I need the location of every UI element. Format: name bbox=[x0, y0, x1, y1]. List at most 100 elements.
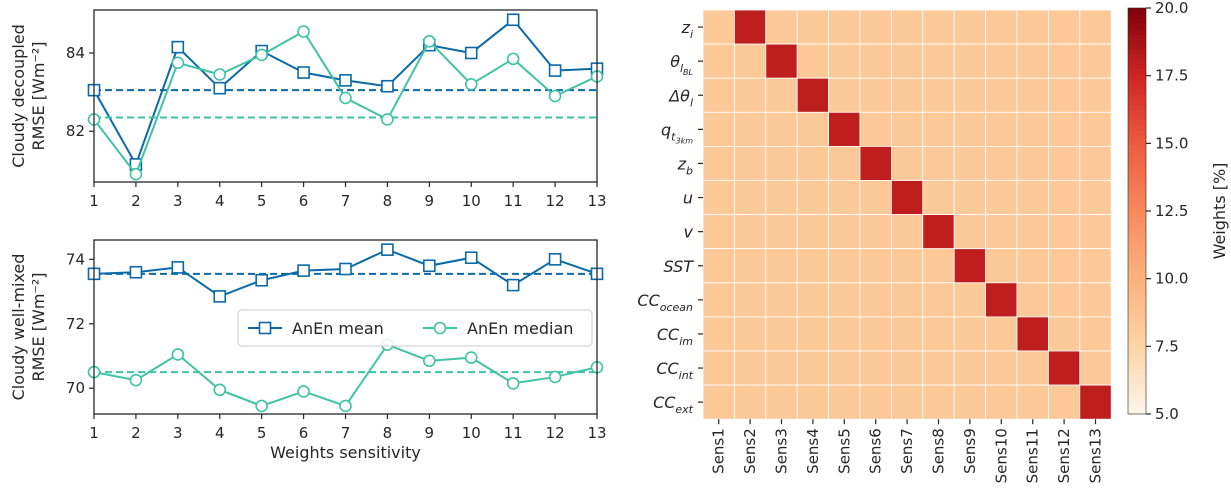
colorbar-segment bbox=[1128, 89, 1146, 95]
colorbar-segment bbox=[1128, 114, 1146, 121]
colorbar-segment bbox=[1128, 373, 1146, 380]
data-point-circle bbox=[255, 48, 268, 62]
colorbar-segment bbox=[1128, 302, 1146, 309]
y-axis-label-line: RMSE [Wm⁻²] bbox=[29, 272, 48, 381]
heatmap-cell bbox=[922, 77, 955, 113]
heatmap-cell bbox=[985, 214, 1018, 250]
heatmap-cell bbox=[828, 282, 861, 318]
x-tick-label: 9 bbox=[425, 192, 435, 210]
x-tick-label: 11 bbox=[504, 192, 523, 210]
heatmap-cell bbox=[1016, 43, 1049, 79]
data-point-square bbox=[339, 262, 352, 276]
col-label: Sens5 bbox=[835, 428, 853, 474]
heatmap-cell bbox=[734, 77, 767, 113]
y-tick-label: 74 bbox=[66, 250, 85, 268]
colorbar-segment bbox=[1128, 195, 1146, 202]
colorbar-segment bbox=[1128, 190, 1146, 197]
heatmap-cell bbox=[702, 316, 735, 352]
row-label: v bbox=[684, 223, 694, 242]
heatmap: ziθlBLΔθlqt3kmzbuvSSTCCoceanCCimCCintCCe… bbox=[637, 9, 1112, 483]
heatmap-cell bbox=[985, 145, 1018, 181]
colorbar-label: Weights [%] bbox=[1210, 163, 1229, 260]
data-point-square bbox=[171, 40, 185, 54]
heatmap-cell bbox=[1048, 180, 1081, 215]
heatmap-cell bbox=[891, 350, 924, 386]
colorbar-segment bbox=[1128, 231, 1146, 237]
row-label: u bbox=[683, 189, 693, 208]
heatmap-cell bbox=[828, 145, 861, 181]
row-label: zb bbox=[677, 154, 693, 177]
heatmap-cell bbox=[922, 9, 955, 45]
colorbar-segment bbox=[1128, 378, 1146, 385]
colorbar-segment bbox=[1128, 251, 1146, 258]
data-point-circle bbox=[423, 34, 436, 48]
x-tick-label: 10 bbox=[462, 424, 481, 442]
row-label-base: CC bbox=[637, 291, 660, 310]
colorbar-segment bbox=[1128, 94, 1146, 100]
colorbar-segment bbox=[1128, 43, 1146, 50]
heatmap-cell bbox=[734, 111, 767, 147]
colorbar-segment bbox=[1128, 28, 1146, 34]
heatmap-cell bbox=[702, 180, 735, 215]
colorbar-segment bbox=[1128, 348, 1146, 354]
heatmap-cell bbox=[1048, 282, 1081, 318]
heatmap-cell bbox=[702, 214, 735, 250]
heatmap-cell bbox=[891, 145, 924, 181]
colorbar-segment bbox=[1128, 211, 1146, 217]
heatmap-cell bbox=[828, 350, 861, 386]
heatmap-cell bbox=[922, 145, 955, 181]
row-label-sub: im bbox=[679, 335, 693, 348]
colorbar-segment bbox=[1128, 134, 1146, 141]
data-point-circle bbox=[171, 56, 185, 70]
heatmap-cell bbox=[702, 350, 735, 386]
row-label-base: z bbox=[681, 18, 691, 37]
heatmap-cell bbox=[702, 111, 735, 147]
heatmap-cell bbox=[859, 248, 892, 284]
heatmap-cell bbox=[953, 111, 987, 147]
heatmap-cell bbox=[953, 9, 987, 45]
heatmap-cell bbox=[734, 9, 767, 45]
heatmap-cell bbox=[859, 43, 892, 79]
heatmap-cell bbox=[1048, 316, 1081, 352]
x-tick-label: 6 bbox=[299, 192, 309, 210]
colorbar-segment bbox=[1128, 363, 1146, 369]
x-tick-label: 7 bbox=[341, 424, 351, 442]
row-label: zi bbox=[681, 18, 693, 41]
y-axis-label-line: Cloudy decoupled bbox=[9, 24, 28, 168]
colorbar-segment bbox=[1128, 383, 1146, 390]
heatmap-cell bbox=[734, 145, 767, 181]
heatmap-cell bbox=[985, 316, 1018, 352]
heatmap-cell bbox=[765, 282, 798, 318]
x-tick-label: 4 bbox=[215, 192, 225, 210]
colorbar-segment bbox=[1128, 150, 1146, 156]
heatmap-cell bbox=[828, 77, 861, 113]
colorbar-segment bbox=[1128, 256, 1146, 263]
heatmap-cell bbox=[734, 43, 767, 79]
heatmap-cell bbox=[765, 180, 798, 215]
heatmap-cell bbox=[1048, 214, 1081, 250]
heatmap-cell bbox=[891, 282, 924, 318]
colorbar-tick-label: 5.0 bbox=[1155, 405, 1179, 423]
data-point-circle bbox=[129, 167, 143, 181]
colorbar-segment bbox=[1128, 109, 1146, 116]
plot-frame bbox=[93, 239, 598, 415]
heatmap-cell bbox=[1048, 77, 1081, 113]
colorbar-segment bbox=[1128, 48, 1146, 55]
data-point-circle bbox=[297, 385, 310, 398]
colorbar-segment bbox=[1128, 185, 1146, 192]
heatmap-cell bbox=[765, 316, 798, 352]
heatmap-cell bbox=[859, 384, 892, 420]
colorbar-segment bbox=[1128, 160, 1146, 166]
heatmap-cell bbox=[828, 180, 861, 215]
colorbar-segment bbox=[1128, 63, 1146, 70]
heatmap-cell bbox=[1079, 214, 1112, 250]
data-point-square bbox=[213, 81, 227, 95]
colorbar-segment bbox=[1128, 261, 1146, 268]
heatmap-cell bbox=[953, 145, 987, 181]
colorbar-segment bbox=[1128, 292, 1146, 298]
heatmap-cell bbox=[828, 9, 861, 45]
heatmap-cell bbox=[1016, 384, 1049, 420]
x-tick-label: 9 bbox=[425, 424, 435, 442]
